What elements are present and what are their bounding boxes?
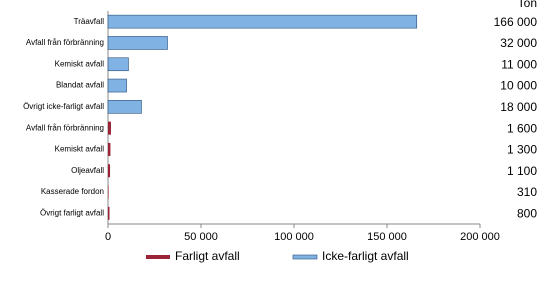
bar [107, 36, 168, 50]
category-label: Övrigt icke-farligt avfall [23, 102, 104, 111]
bar [108, 142, 111, 156]
value-label: 1 100 [507, 164, 537, 178]
x-tick-label: 200 000 [460, 231, 500, 243]
bar [107, 78, 127, 93]
x-tick-label: 100 000 [274, 231, 314, 243]
legend-swatch [146, 255, 170, 259]
value-label: 10 000 [500, 79, 537, 93]
value-label: 1 600 [507, 121, 537, 135]
legend-label: Farligt avfall [175, 249, 240, 263]
value-label: 11 000 [501, 57, 537, 71]
value-label: 1 300 [507, 143, 537, 157]
bar [108, 164, 111, 178]
value-header: Ton [518, 0, 537, 10]
category-label: Blandat avfall [56, 81, 104, 90]
legend-label: Icke-farligt avfall [322, 249, 409, 263]
category-label: Kemiskt avfall [55, 59, 105, 68]
value-label: 32 000 [500, 36, 537, 50]
value-label: 800 [517, 207, 537, 221]
category-label: Oljeavfall [71, 166, 104, 175]
bar [108, 185, 109, 199]
bar [107, 100, 142, 114]
bar [108, 206, 110, 220]
x-tick-label: 50 000 [184, 231, 218, 243]
category-label: Avfall från förbränning [26, 123, 104, 132]
value-label: 310 [517, 185, 537, 199]
category-label: Avfall från förbränning [26, 38, 104, 47]
bar [108, 121, 111, 135]
value-label: 18 000 [500, 100, 537, 114]
bar [107, 57, 129, 72]
category-label: Övrigt farligt avfall [40, 208, 104, 217]
category-label: Kasserade fordon [41, 187, 104, 196]
value-label: 166 000 [494, 15, 538, 29]
x-tick-label: 0 [105, 231, 111, 243]
x-tick-label: 150 000 [367, 231, 407, 243]
category-label: Träavfall [74, 17, 105, 26]
legend-swatch [292, 254, 318, 260]
bar [107, 14, 418, 29]
category-label: Kemiskt avfall [55, 145, 105, 154]
